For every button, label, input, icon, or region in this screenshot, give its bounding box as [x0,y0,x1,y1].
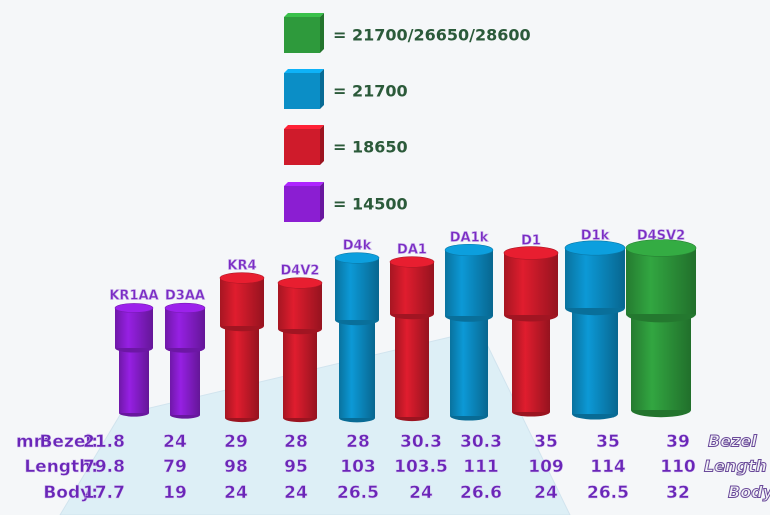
light-body [512,315,550,412]
light-head [390,262,434,314]
legend-swatch-top [284,182,324,186]
cell-value: 35 [534,432,558,452]
cell-value: 110 [660,457,696,477]
head-top [277,277,323,289]
legend-label: = 21700/26650/28600 [333,26,531,45]
cell-value: 24 [224,483,248,503]
cell-value: 79 [163,457,187,477]
legend-swatch [284,17,320,53]
cell-value: 24 [534,483,558,503]
light-head [115,308,153,348]
cell-value: 103 [340,457,376,477]
legend-swatch [284,129,320,165]
cell-value: 98 [224,457,248,477]
light-head [220,278,264,326]
light-body [225,326,259,418]
legend-swatch-side [320,13,324,53]
light-head [165,308,205,348]
head-top [114,303,154,313]
light-body [395,314,429,417]
legend-swatch-top [284,125,324,129]
light-label: D1 [521,234,541,249]
light-head [504,253,558,315]
cell-value: 26.5 [337,483,379,503]
light-head [565,248,625,308]
light-label: DA1 [397,243,427,258]
cell-value: 19 [163,483,187,503]
cell-value: 114 [590,457,626,477]
head-top [164,302,206,314]
cell-value: 24 [284,483,308,503]
light-body [119,348,149,413]
light-label: D4k [343,239,372,254]
light-label: KR1AA [109,289,158,304]
cell-value: 30.3 [460,432,502,452]
light-label: D3AA [165,289,205,304]
cell-value: 29 [224,432,248,452]
cell-value: 103.5 [394,457,448,477]
light-head [445,250,493,316]
row-label: Length: [24,457,98,477]
head-top [564,240,626,256]
legend-swatch [284,73,320,109]
cell-value: 30.3 [400,432,442,452]
head-top [334,252,380,264]
legend-swatch-top [284,69,324,73]
row-end-label: Bezel [708,432,757,451]
light-label: D4SV2 [637,229,685,244]
cell-value: 17.7 [83,483,125,503]
cell-value: 24 [163,432,187,452]
light-body [339,320,375,418]
unit-label: mm [16,432,51,452]
light-label: D4V2 [281,264,320,279]
head-top [444,243,494,257]
cell-value: 32 [666,483,690,503]
light-body [572,308,618,414]
row-label: Bezel: [39,432,98,452]
head-top [219,272,265,284]
legend-label: = 18650 [333,138,408,157]
cell-value: 26.6 [460,483,502,503]
legend-label: = 14500 [333,195,408,214]
cell-value: 26.5 [587,483,629,503]
cell-value: 109 [528,457,564,477]
cell-value: 111 [463,457,499,477]
head-top [503,246,559,260]
light-head [278,283,322,329]
cell-value: 79.8 [83,457,125,477]
cell-value: 95 [284,457,308,477]
row-end-label: Length [704,457,767,476]
row-label: Body: [43,483,98,503]
head-top [389,256,435,268]
cell-value: 21.8 [83,432,125,452]
cell-value: 35 [596,432,620,452]
light-label: KR4 [227,259,256,274]
light-body [170,348,200,415]
legend-swatch [284,186,320,222]
legend-swatch-side [320,125,324,165]
light-head [335,258,379,320]
legend-swatch-side [320,182,324,222]
light-label: D1k [581,229,610,244]
light-label: DA1k [450,231,489,246]
legend-label: = 21700 [333,82,408,101]
head-top [625,239,697,257]
light-body [450,316,488,416]
cell-value: 28 [346,432,370,452]
legend-swatch-side [320,69,324,109]
cell-value: 39 [666,432,690,452]
light-body [283,329,317,418]
light-body [631,314,691,410]
cell-value: 24 [409,483,433,503]
cell-value: 28 [284,432,308,452]
light-head [626,248,696,314]
legend-swatch-top [284,13,324,17]
row-end-label: Body [728,483,770,502]
